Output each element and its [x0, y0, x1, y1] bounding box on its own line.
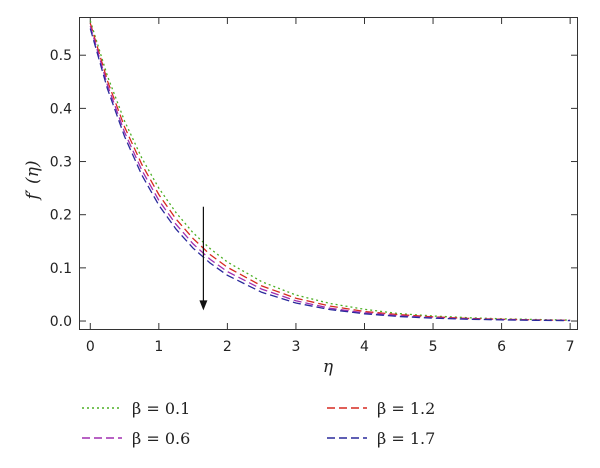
plot-frame	[79, 17, 578, 330]
y-tick-label: 0.1	[50, 261, 72, 277]
x-axis-label: η	[323, 357, 334, 377]
legend-label: β = 0.6	[132, 429, 190, 448]
legend: β = 0.1 β = 0.6 β = 1.2 β = 1.7	[82, 399, 435, 448]
y-tick-label: 0.5	[50, 48, 72, 64]
x-tick-label: 1	[154, 339, 163, 355]
x-tick-label: 0	[86, 339, 95, 355]
y-tick-label: 0.4	[50, 101, 72, 117]
x-tick-label: 4	[360, 339, 369, 355]
y-tick-label: 0.3	[50, 155, 72, 171]
x-axis: 0 1 2 3 4 5 6 7	[86, 18, 575, 355]
y-axis: 0.0 0.1 0.2 0.3 0.4 0.5	[50, 48, 577, 330]
series-group	[89, 20, 571, 322]
x-tick-label: 3	[291, 339, 300, 355]
annotation-group	[199, 206, 208, 311]
series-line	[89, 23, 571, 321]
legend-label: β = 1.7	[377, 429, 435, 448]
y-tick-label: 0.2	[50, 208, 72, 224]
series-line	[89, 28, 571, 322]
legend-label: β = 1.2	[377, 399, 435, 418]
arrow-head-icon	[199, 300, 208, 311]
x-tick-label: 7	[566, 339, 575, 355]
y-axis-label: f′ (η)	[23, 160, 43, 201]
x-tick-label: 2	[223, 339, 232, 355]
series-line	[89, 25, 571, 322]
x-tick-label: 6	[497, 339, 506, 355]
series-line	[89, 20, 571, 321]
x-tick-label: 5	[429, 339, 438, 355]
y-tick-label: 0.0	[50, 314, 72, 330]
legend-label: β = 0.1	[132, 399, 190, 418]
